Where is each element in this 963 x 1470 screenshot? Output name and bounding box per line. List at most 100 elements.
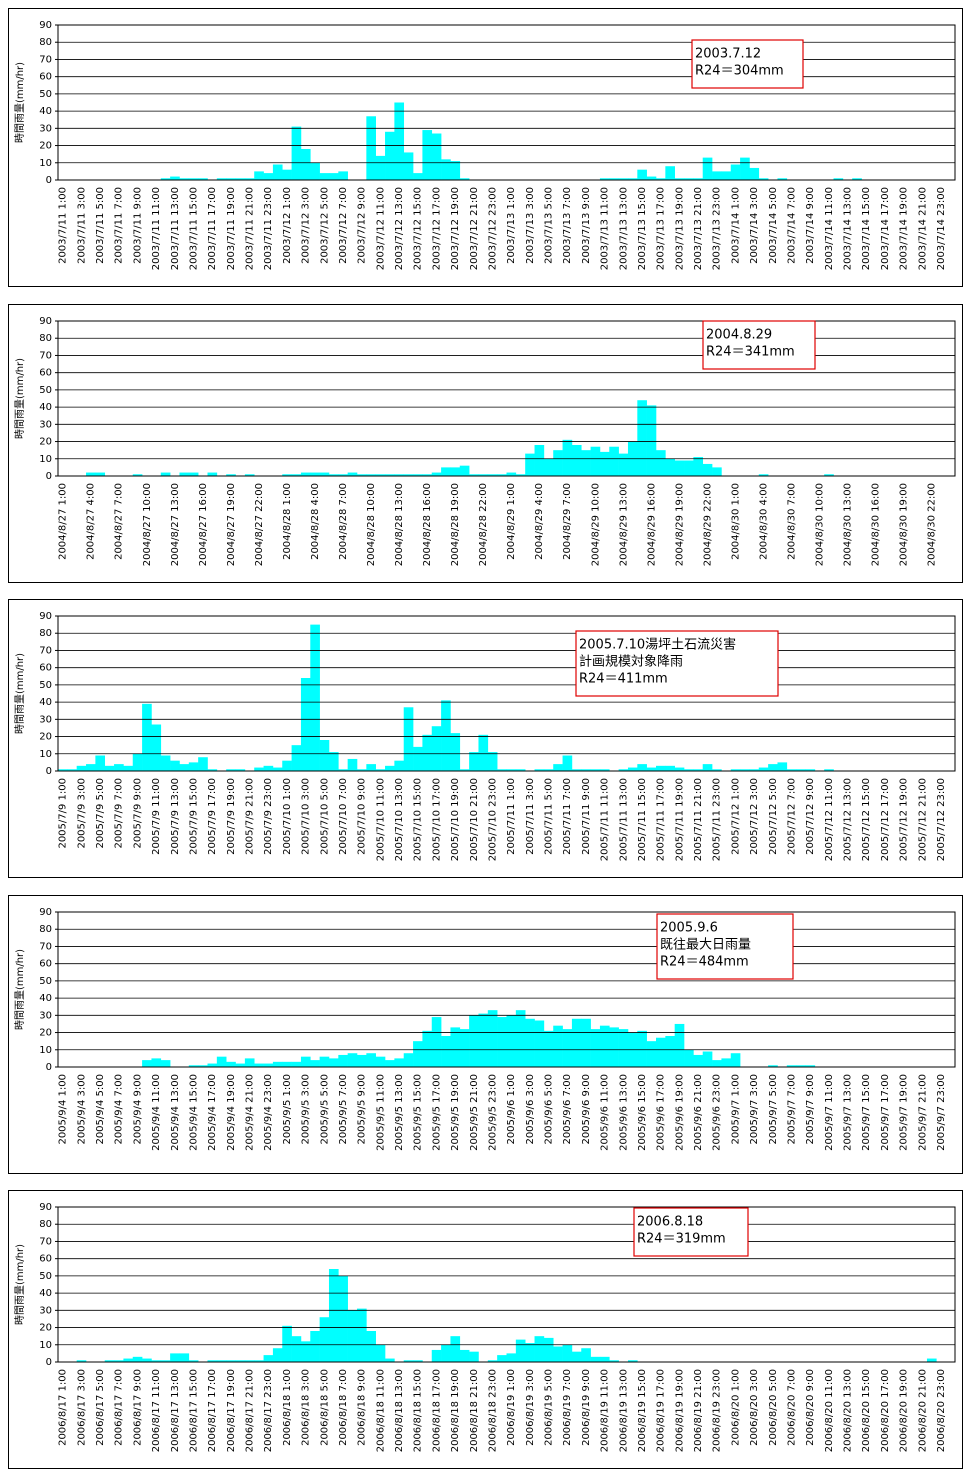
x-tick-label: 2003/7/13 1:00 <box>506 187 517 264</box>
bar <box>300 678 311 771</box>
bar <box>132 474 143 476</box>
bar <box>151 1058 162 1067</box>
bar <box>740 769 750 771</box>
bar <box>441 467 451 476</box>
x-tick-label: 2006/8/17 23:00 <box>263 1369 274 1452</box>
bar <box>553 1346 563 1362</box>
x-tick-label: 2004/8/29 7:00 <box>562 483 573 560</box>
bar <box>525 1343 535 1362</box>
x-tick-label: 2006/8/18 13:00 <box>394 1369 405 1452</box>
x-tick-label: 2005/9/5 17:00 <box>431 1074 442 1151</box>
bar <box>646 405 657 476</box>
bar <box>422 130 433 180</box>
bar <box>291 126 302 180</box>
bar <box>730 1053 741 1067</box>
x-tick-label: 2005/7/12 21:00 <box>917 778 928 861</box>
bar <box>226 474 236 476</box>
bar <box>244 178 255 180</box>
bar <box>179 764 190 771</box>
bar <box>319 1317 330 1362</box>
bar <box>254 1360 264 1362</box>
y-tick-label: 0 <box>46 766 52 777</box>
y-axis-label: 時間雨量(mm/hr) <box>14 1244 26 1325</box>
bar <box>300 472 311 476</box>
x-tick-label: 2005/9/4 3:00 <box>76 1074 87 1145</box>
x-tick-label: 2006/8/19 19:00 <box>674 1369 685 1452</box>
y-tick-label: 20 <box>39 732 52 743</box>
bar <box>543 1337 554 1362</box>
bar <box>515 474 526 476</box>
bar <box>216 1360 227 1362</box>
x-tick-label: 2005/7/12 15:00 <box>861 778 872 861</box>
chart-panel: 0 10 20 30 40 50 60 70 80 90 2004/8/27 1:00 2004/8/… <box>8 304 963 583</box>
annotation-box <box>656 913 794 980</box>
bar <box>431 133 442 180</box>
bar <box>506 472 517 476</box>
x-tick-label: 2005/9/4 15:00 <box>188 1074 199 1151</box>
bar <box>319 472 330 476</box>
annotation-line: R24＝411mm <box>579 672 668 687</box>
y-tick-label: 90 <box>39 316 52 327</box>
bar <box>543 458 554 476</box>
bar <box>328 1058 339 1067</box>
bar <box>170 176 180 180</box>
annotation-box <box>633 1207 749 1257</box>
bar <box>637 764 647 771</box>
bar <box>338 171 348 180</box>
x-tick-label: 2005/9/6 19:00 <box>674 1074 685 1151</box>
bar <box>487 752 498 771</box>
bar <box>282 474 292 476</box>
bar <box>712 769 722 771</box>
bar <box>637 1030 647 1067</box>
x-tick-label: 2004/8/28 10:00 <box>366 483 377 566</box>
bar <box>852 178 862 180</box>
bar <box>142 703 152 771</box>
x-tick-label: 2005/9/4 11:00 <box>151 1074 162 1151</box>
x-tick-label: 2004/8/27 4:00 <box>86 483 97 560</box>
x-tick-label: 2005/7/12 23:00 <box>936 778 947 861</box>
bar <box>291 474 302 476</box>
bar <box>235 178 246 180</box>
x-tick-label: 2003/7/13 23:00 <box>712 187 723 270</box>
x-tick-label: 2003/7/14 13:00 <box>843 187 854 270</box>
y-tick-label: 0 <box>46 1357 52 1368</box>
plot-frame <box>57 320 956 477</box>
x-tick-label: 2003/7/11 9:00 <box>132 187 143 264</box>
x-tick-label: 2005/9/5 3:00 <box>301 1074 312 1145</box>
x-tick-label: 2005/7/12 11:00 <box>824 778 835 861</box>
x-tick-label: 2005/9/4 19:00 <box>226 1074 237 1151</box>
bar <box>805 1065 816 1067</box>
x-tick-label: 2004/8/29 4:00 <box>534 483 545 560</box>
bar <box>571 1018 582 1067</box>
y-tick-label: 40 <box>39 697 52 708</box>
bar <box>310 472 320 476</box>
y-tick-label: 80 <box>39 924 52 935</box>
bar <box>702 1051 713 1067</box>
x-tick-label: 2005/7/9 21:00 <box>245 778 256 855</box>
bar <box>674 460 685 476</box>
x-tick-label: 2003/7/11 1:00 <box>58 187 69 264</box>
x-tick-label: 2005/9/4 23:00 <box>263 1074 274 1151</box>
bar <box>618 1029 629 1067</box>
y-tick-label: 30 <box>39 123 52 134</box>
y-tick-label: 0 <box>46 471 52 482</box>
bar <box>497 1355 507 1362</box>
plot-frame <box>57 24 956 181</box>
bar <box>478 1013 489 1067</box>
x-tick-label: 2005/9/6 5:00 <box>544 1074 555 1145</box>
bar <box>86 764 96 771</box>
x-tick-label: 2005/7/10 15:00 <box>413 778 424 861</box>
x-tick-label: 2003/7/13 17:00 <box>656 187 667 270</box>
bar <box>160 1360 171 1362</box>
y-tick-label: 10 <box>39 1340 52 1351</box>
bar <box>244 474 255 476</box>
bar <box>506 769 517 771</box>
bar <box>413 746 423 771</box>
bar <box>758 767 769 771</box>
bar <box>702 157 713 180</box>
x-tick-label: 2005/9/5 13:00 <box>394 1074 405 1151</box>
x-tick-label: 2006/8/17 13:00 <box>170 1369 181 1452</box>
bar <box>385 474 395 476</box>
bar <box>562 1029 573 1067</box>
x-tick-label: 2003/7/11 11:00 <box>151 187 162 270</box>
